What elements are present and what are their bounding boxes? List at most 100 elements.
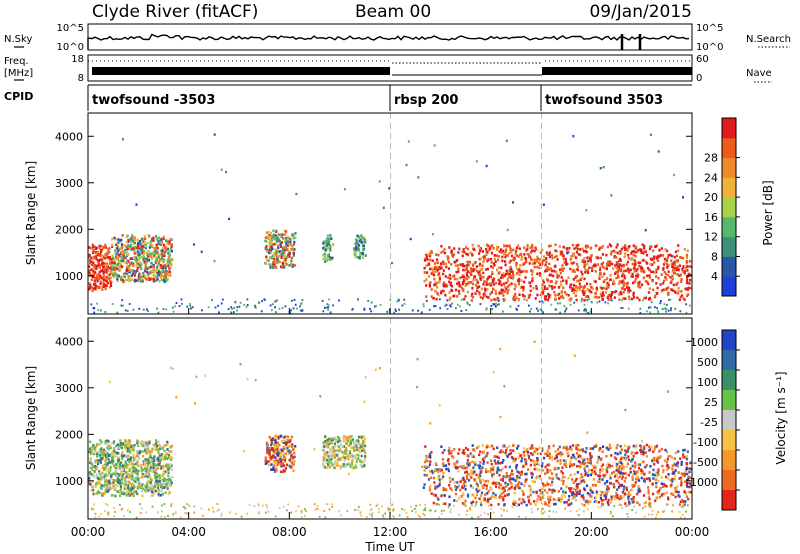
echo-cell bbox=[105, 462, 108, 465]
echo-cell bbox=[495, 485, 498, 488]
echo-cell bbox=[291, 233, 294, 236]
echo-cell bbox=[505, 254, 508, 257]
echo-cell bbox=[610, 244, 613, 248]
echo-cell bbox=[627, 291, 630, 294]
echo-cell bbox=[475, 284, 478, 287]
echo-cell bbox=[282, 439, 285, 443]
echo-cell bbox=[667, 476, 670, 480]
echo-cell bbox=[662, 263, 666, 266]
echo-cell bbox=[491, 482, 494, 485]
echo-cell bbox=[498, 250, 501, 253]
echo-cell bbox=[525, 248, 528, 252]
echo-cell bbox=[144, 247, 147, 250]
echo-cell bbox=[108, 266, 111, 270]
echo-cell bbox=[140, 278, 143, 281]
echo-cell bbox=[324, 440, 327, 443]
echo-cell bbox=[482, 255, 485, 259]
echo-cell bbox=[282, 266, 285, 269]
echo-cell bbox=[277, 244, 280, 248]
echo-cell bbox=[662, 281, 665, 285]
echo-cell bbox=[405, 163, 408, 167]
echo-cell bbox=[518, 277, 521, 281]
echo-cell bbox=[518, 293, 521, 296]
echo-cell bbox=[364, 239, 367, 243]
echo-cell bbox=[140, 485, 143, 488]
echo-cell bbox=[549, 470, 552, 473]
echo-cell bbox=[595, 492, 598, 496]
echo-cell bbox=[332, 453, 335, 456]
echo-cell bbox=[668, 298, 670, 301]
echo-cell bbox=[645, 253, 648, 257]
echo-cell bbox=[284, 257, 287, 261]
echo-cell bbox=[476, 484, 479, 488]
echo-cell bbox=[96, 250, 100, 254]
echo-cell bbox=[498, 496, 501, 499]
echo-cell bbox=[496, 245, 499, 249]
echo-cell bbox=[613, 495, 616, 498]
echo-cell bbox=[162, 483, 165, 486]
echo-cell bbox=[591, 491, 594, 494]
echo-cell bbox=[648, 471, 651, 474]
echo-cell bbox=[673, 173, 676, 177]
echo-cell bbox=[280, 434, 283, 438]
ytick-label: 1000 bbox=[55, 270, 83, 283]
echo-cell bbox=[440, 468, 443, 472]
echo-cell bbox=[273, 233, 276, 237]
echo-cell bbox=[138, 481, 141, 485]
echo-cell bbox=[550, 280, 553, 283]
echo-cell bbox=[619, 280, 622, 284]
echo-cell bbox=[430, 272, 433, 275]
echo-cell bbox=[578, 288, 581, 291]
echo-cell bbox=[135, 261, 138, 264]
echo-cell bbox=[152, 239, 155, 242]
echo-cell bbox=[106, 469, 109, 473]
echo-cell bbox=[677, 471, 680, 474]
echo-cell bbox=[601, 275, 604, 278]
echo-cell bbox=[144, 267, 147, 271]
echo-cell bbox=[506, 228, 509, 232]
echo-cell bbox=[189, 304, 192, 307]
echo-cell bbox=[276, 446, 279, 449]
echo-cell bbox=[496, 254, 499, 257]
echo-cell bbox=[512, 248, 515, 252]
echo-cell bbox=[612, 249, 615, 253]
echo-cell bbox=[269, 231, 272, 235]
echo-cell bbox=[295, 192, 298, 196]
echo-cell bbox=[466, 270, 469, 273]
echo-cell bbox=[164, 266, 167, 270]
echo-cell bbox=[676, 265, 679, 268]
echo-cell bbox=[667, 455, 670, 458]
echo-cell bbox=[156, 246, 159, 250]
echo-cell bbox=[327, 257, 330, 260]
echo-cell bbox=[112, 481, 115, 484]
echo-cell bbox=[417, 176, 420, 179]
echo-cell bbox=[140, 255, 143, 259]
echo-cell bbox=[269, 242, 272, 245]
echo-cell bbox=[462, 466, 465, 470]
echo-cell bbox=[124, 261, 127, 264]
echo-cell bbox=[497, 503, 500, 506]
echo-cell bbox=[193, 243, 195, 246]
echo-cell bbox=[270, 441, 273, 445]
echo-cell bbox=[590, 300, 593, 303]
echo-cell bbox=[170, 481, 173, 485]
echo-cell bbox=[363, 247, 366, 251]
echo-cell bbox=[289, 262, 293, 266]
echo-cell bbox=[508, 475, 511, 479]
echo-cell bbox=[283, 447, 286, 450]
echo-cell bbox=[351, 308, 354, 311]
echo-cell bbox=[502, 282, 505, 286]
echo-cell bbox=[638, 463, 642, 466]
echo-cell bbox=[569, 267, 572, 271]
echo-cell bbox=[571, 262, 574, 265]
echo-cell bbox=[265, 258, 268, 261]
echo-cell bbox=[465, 309, 468, 312]
echo-cell bbox=[549, 244, 552, 248]
echo-cell bbox=[496, 471, 499, 474]
echo-cell bbox=[270, 468, 273, 471]
echo-cell bbox=[125, 240, 128, 244]
echo-cell bbox=[123, 465, 126, 469]
echo-cell bbox=[126, 260, 129, 264]
echo-cell bbox=[485, 500, 488, 503]
echo-cell bbox=[94, 271, 97, 275]
